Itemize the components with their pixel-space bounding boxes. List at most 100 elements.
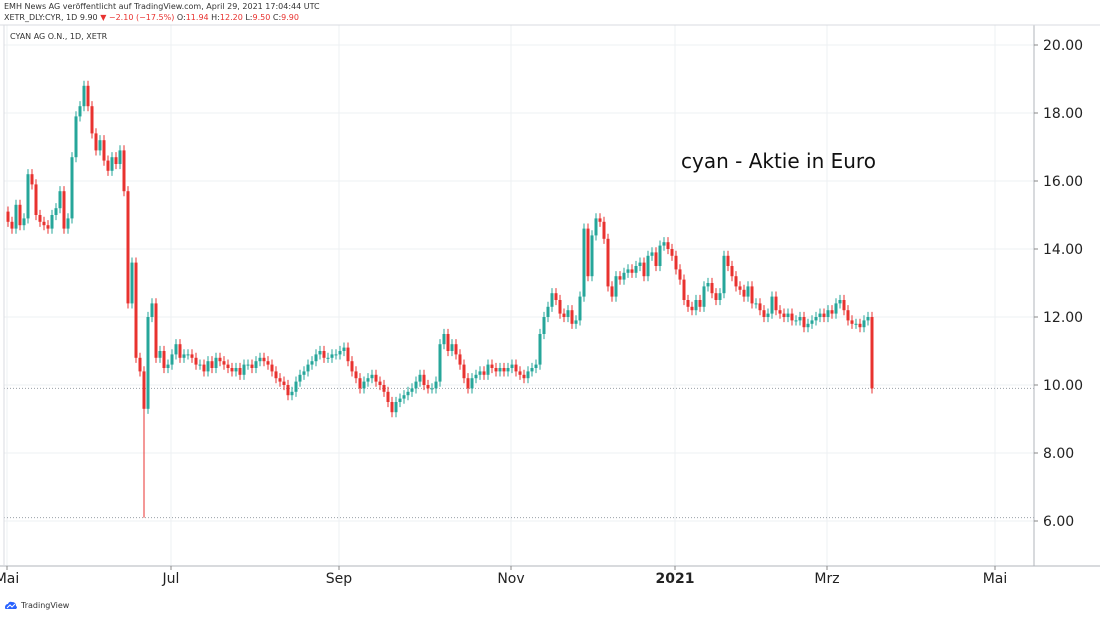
candle-body (190, 354, 194, 358)
candle-body (30, 174, 34, 185)
candle-body (706, 283, 710, 287)
candle-body (634, 266, 638, 273)
candle-body (206, 361, 210, 372)
candle-body (198, 364, 202, 366)
candle-body (638, 262, 642, 266)
price-tick-label: 10.00 (1043, 378, 1083, 394)
candle-body (150, 303, 154, 317)
candle-body (390, 402, 394, 413)
candle-body (262, 357, 266, 362)
time-tick-label: Mrz (814, 571, 839, 587)
candle-body (314, 354, 318, 362)
candle-body (846, 310, 850, 321)
candle-body (858, 323, 862, 328)
candle-body (530, 368, 534, 372)
candle-body (534, 364, 538, 368)
cloud-logo-icon (5, 601, 17, 609)
price-tick-label: 8.00 (1043, 446, 1074, 462)
candle-body (386, 391, 390, 402)
candle-body (678, 269, 682, 280)
candle-body (470, 378, 474, 389)
candle-body (418, 374, 422, 382)
price-tick-label: 18.00 (1043, 106, 1083, 122)
candle-body (330, 354, 334, 358)
candle-body (450, 344, 454, 351)
candle-body (98, 140, 102, 151)
candle-body (366, 378, 370, 382)
candle-body (662, 242, 666, 246)
candle-body (62, 191, 66, 229)
candle-body (614, 276, 618, 297)
candle-body (362, 381, 366, 389)
candle-body (234, 368, 238, 372)
publication-line: EMH News AG veröffentlicht auf TradingVi… (4, 2, 320, 11)
candle-body (786, 313, 790, 317)
candle-body (226, 364, 230, 368)
candle-body (6, 211, 10, 222)
candle-body (558, 300, 562, 314)
ohlc-line: XETR_DLY:CYR, 1D 9.90 ▼ −2.10 (−17.5%) O… (4, 13, 299, 22)
time-tick-label: Mai (983, 571, 1008, 587)
candle-body (754, 303, 758, 305)
candle-body (554, 293, 558, 300)
candle-body (278, 378, 282, 382)
high-label: H: (211, 13, 220, 22)
candle-body (522, 374, 526, 379)
candle-body (246, 364, 250, 366)
close-label: C: (272, 13, 282, 22)
candle-body (210, 361, 214, 368)
candle-body (838, 300, 842, 304)
candle-body (750, 286, 754, 304)
price-tick-label: 14.00 (1043, 242, 1083, 258)
candle-body (502, 368, 506, 372)
candle-body (866, 317, 870, 321)
candle-body (618, 276, 622, 280)
candle-body (106, 160, 110, 171)
candle-body (350, 361, 354, 372)
candle-body (134, 262, 138, 358)
candle-body (174, 344, 178, 355)
candle-body (38, 215, 42, 222)
candle-body (170, 354, 174, 365)
candle-body (82, 85, 86, 107)
candle-body (402, 395, 406, 399)
candle-body (798, 317, 802, 321)
candle-body (26, 174, 30, 219)
time-tick-label: Mai (0, 571, 19, 587)
candle-body (854, 323, 858, 325)
candle-body (298, 374, 302, 382)
candle-body (414, 381, 418, 389)
candle-body (374, 374, 378, 382)
symbol-line: XETR_DLY:CYR, 1D 9.90 (4, 13, 98, 22)
candle-body (354, 371, 358, 379)
candle-body (10, 221, 14, 229)
candle-body (166, 364, 170, 368)
candle-body (862, 320, 866, 328)
candle-body (238, 368, 242, 375)
candle-body (670, 249, 674, 256)
candle-body (782, 313, 786, 317)
candle-body (610, 286, 614, 297)
candle-body (338, 351, 342, 355)
reference-lines (4, 387, 1034, 519)
tradingview-logo[interactable]: TradingView (4, 600, 69, 610)
candle-body (650, 252, 654, 256)
candle-body (250, 364, 254, 368)
candle-body (274, 371, 278, 379)
candle-body (102, 140, 106, 161)
candle-body (770, 296, 774, 314)
candle-body (454, 344, 458, 355)
candle-body (294, 381, 298, 392)
candle-body (718, 293, 722, 300)
candle-body (482, 371, 486, 375)
chart-title: cyan - Aktie in Euro (681, 149, 876, 173)
candle-body (334, 354, 338, 356)
candle-body (322, 351, 326, 358)
candle-body (814, 317, 818, 321)
candle-body (182, 354, 186, 358)
candle-body (834, 303, 838, 314)
candle-body (78, 106, 82, 117)
candle-body (394, 402, 398, 413)
candle-body (842, 300, 846, 311)
